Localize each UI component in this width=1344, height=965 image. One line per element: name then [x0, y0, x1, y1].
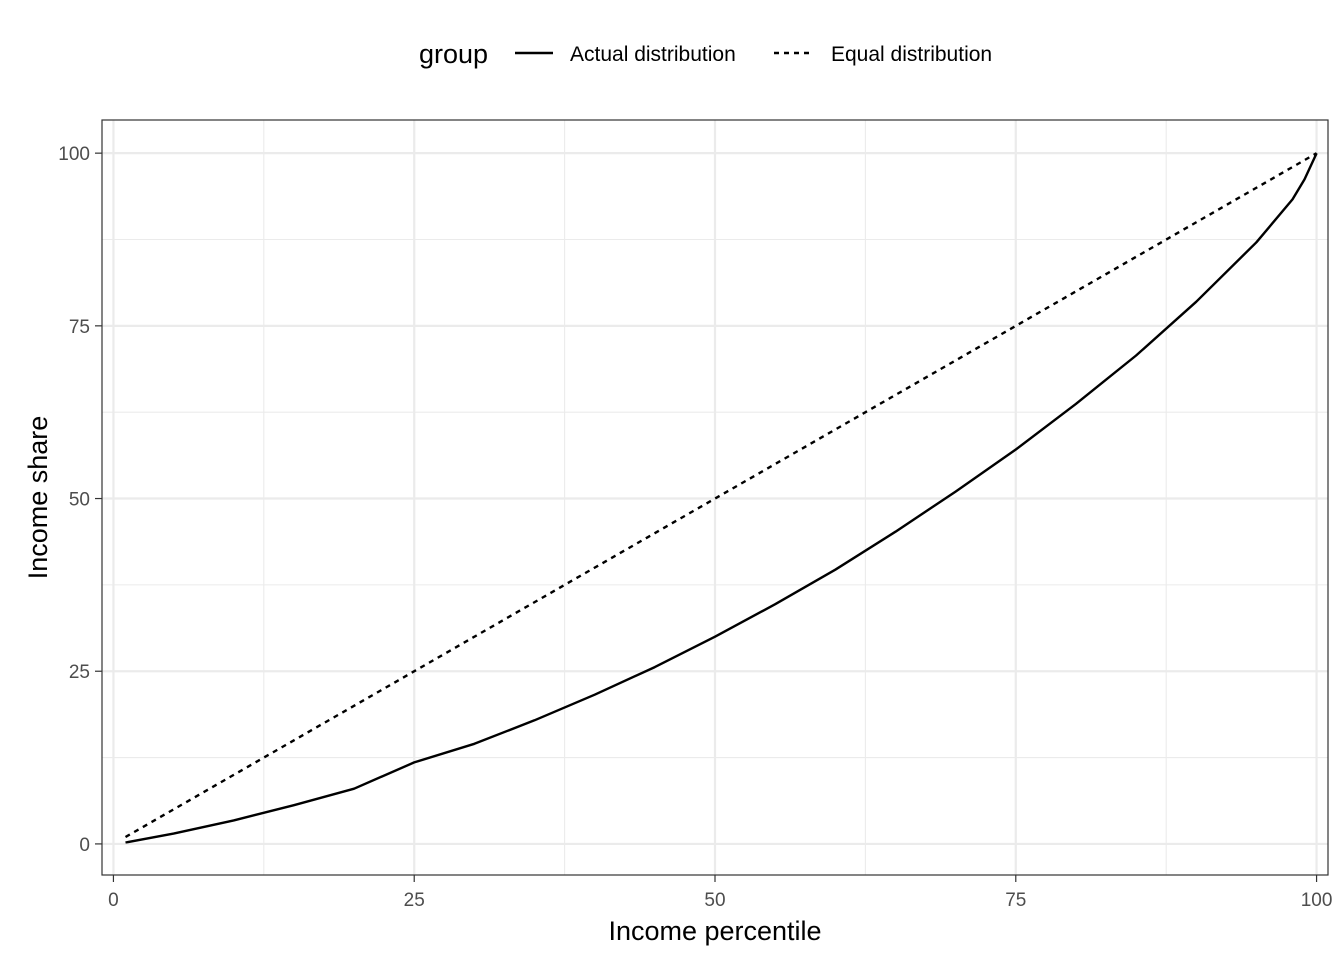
y-tick-label-3: 75	[69, 317, 90, 338]
y-tick-label-2: 50	[69, 490, 90, 511]
axis-layer: 0 25 50 75 100 0 25 50 75 100	[58, 144, 1332, 911]
legend-title: group	[419, 39, 488, 69]
x-axis-title: Income percentile	[608, 916, 821, 946]
x-tick-label-3: 75	[1005, 890, 1026, 911]
y-tick-label-0: 0	[79, 835, 90, 856]
x-tick-label-4: 100	[1301, 890, 1333, 911]
series-layer	[124, 152, 1318, 844]
legend: group Actual distribution Equal distribut…	[419, 39, 992, 69]
grid-layer	[102, 120, 1328, 875]
series-line-actual-distribution	[125, 152, 1318, 844]
legend-label-equal-distribution: Equal distribution	[831, 43, 992, 66]
y-axis-title: Income share	[23, 416, 53, 580]
series-line-equal-distribution	[124, 152, 1318, 839]
y-tick-label-1: 25	[69, 662, 90, 683]
legend-label-actual-distribution: Actual distribution	[570, 43, 736, 66]
y-tick-label-4: 100	[58, 144, 90, 165]
x-tick-label-0: 0	[108, 890, 119, 911]
x-tick-label-1: 25	[404, 890, 425, 911]
x-tick-label-2: 50	[704, 890, 725, 911]
